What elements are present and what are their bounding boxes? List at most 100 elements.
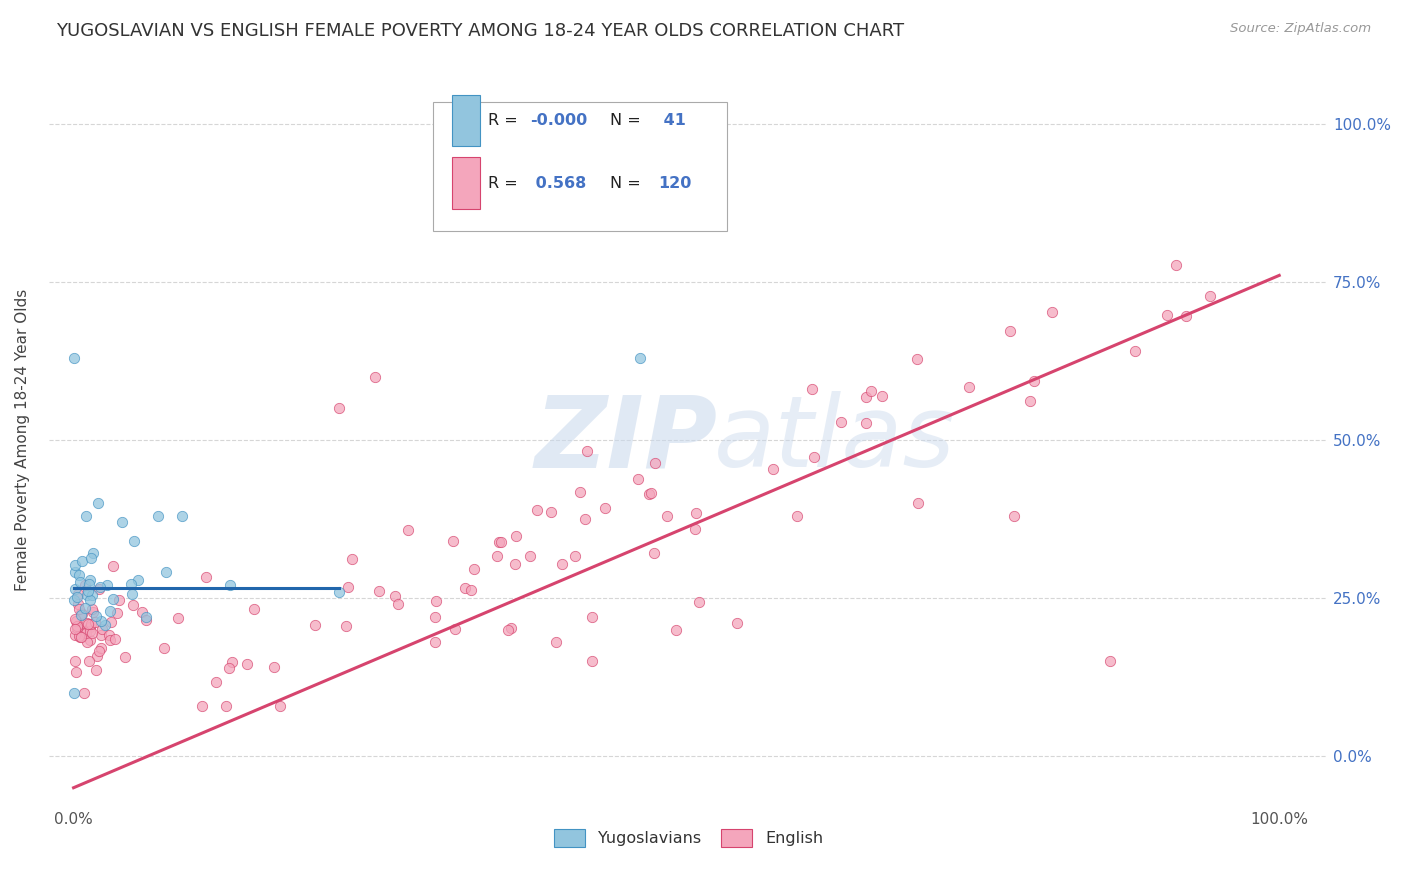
- Point: [328, 584, 350, 599]
- Point: [786, 508, 808, 523]
- Point: [593, 501, 616, 516]
- Text: 120: 120: [658, 176, 692, 191]
- Point: [581, 610, 603, 624]
- Point: [1022, 374, 1045, 388]
- Point: [69, 631, 91, 645]
- Point: [127, 573, 149, 587]
- Point: [1002, 508, 1025, 523]
- Point: [830, 415, 852, 429]
- Point: [568, 485, 591, 500]
- Point: [111, 515, 134, 529]
- Point: [65, 620, 87, 634]
- Point: [544, 635, 567, 649]
- Point: [63, 654, 86, 668]
- Point: [665, 623, 688, 637]
- Text: YUGOSLAVIAN VS ENGLISH FEMALE POVERTY AMONG 18-24 YEAR OLDS CORRELATION CHART: YUGOSLAVIAN VS ENGLISH FEMALE POVERTY AM…: [56, 22, 904, 40]
- Point: [550, 558, 572, 572]
- Point: [441, 534, 464, 549]
- Text: Source: ZipAtlas.com: Source: ZipAtlas.com: [1230, 22, 1371, 36]
- Point: [214, 698, 236, 713]
- Point: [335, 619, 357, 633]
- Point: [337, 580, 360, 594]
- Point: [65, 665, 87, 679]
- Point: [90, 641, 112, 656]
- Bar: [451, 95, 479, 146]
- Point: [463, 561, 485, 575]
- Point: [218, 661, 240, 675]
- Point: [70, 607, 93, 622]
- Point: [101, 559, 124, 574]
- Point: [221, 655, 243, 669]
- Point: [75, 600, 97, 615]
- Point: [97, 628, 120, 642]
- Point: [1123, 343, 1146, 358]
- Point: [905, 351, 928, 366]
- Point: [644, 456, 666, 470]
- Point: [870, 389, 893, 403]
- Point: [90, 614, 112, 628]
- Point: [79, 573, 101, 587]
- Point: [82, 546, 104, 560]
- Point: [505, 529, 527, 543]
- Point: [67, 568, 90, 582]
- Point: [1000, 324, 1022, 338]
- Point: [65, 628, 87, 642]
- Point: [63, 622, 86, 636]
- Point: [205, 675, 228, 690]
- Point: [65, 619, 87, 633]
- Point: [1040, 304, 1063, 318]
- Point: [855, 416, 877, 430]
- Point: [131, 605, 153, 619]
- Point: [80, 551, 103, 566]
- Point: [79, 624, 101, 638]
- Point: [65, 565, 87, 579]
- Bar: [451, 157, 479, 209]
- Point: [655, 509, 678, 524]
- Point: [100, 633, 122, 648]
- Text: N =: N =: [610, 113, 647, 128]
- Point: [685, 506, 707, 520]
- Point: [76, 615, 98, 630]
- Point: [70, 553, 93, 567]
- Point: [100, 615, 122, 630]
- Point: [762, 462, 785, 476]
- Point: [907, 496, 929, 510]
- Point: [65, 615, 87, 629]
- Y-axis label: Female Poverty Among 18-24 Year Olds: Female Poverty Among 18-24 Year Olds: [15, 289, 30, 591]
- Point: [76, 588, 98, 602]
- Point: [1166, 258, 1188, 272]
- Point: [1099, 654, 1122, 668]
- Point: [195, 570, 218, 584]
- Point: [70, 607, 93, 622]
- Point: [855, 391, 877, 405]
- Point: [860, 384, 883, 399]
- Point: [460, 582, 482, 597]
- Text: 41: 41: [658, 113, 686, 128]
- Point: [683, 522, 706, 536]
- Point: [82, 601, 104, 615]
- Point: [70, 625, 93, 640]
- Point: [86, 496, 108, 510]
- Point: [63, 612, 86, 626]
- Point: [104, 632, 127, 646]
- Point: [643, 546, 665, 560]
- Point: [73, 577, 96, 591]
- Point: [425, 635, 447, 649]
- Point: [526, 503, 548, 517]
- Point: [75, 624, 97, 639]
- Point: [384, 590, 406, 604]
- Point: [368, 584, 391, 599]
- Point: [638, 486, 661, 500]
- Point: [63, 558, 86, 573]
- Point: [219, 578, 242, 592]
- Point: [263, 660, 285, 674]
- Point: [489, 534, 512, 549]
- Point: [454, 581, 477, 595]
- Point: [82, 625, 104, 640]
- Point: [105, 606, 128, 620]
- Point: [574, 512, 596, 526]
- Point: [122, 598, 145, 612]
- Point: [69, 606, 91, 620]
- Point: [63, 593, 86, 607]
- Point: [62, 686, 84, 700]
